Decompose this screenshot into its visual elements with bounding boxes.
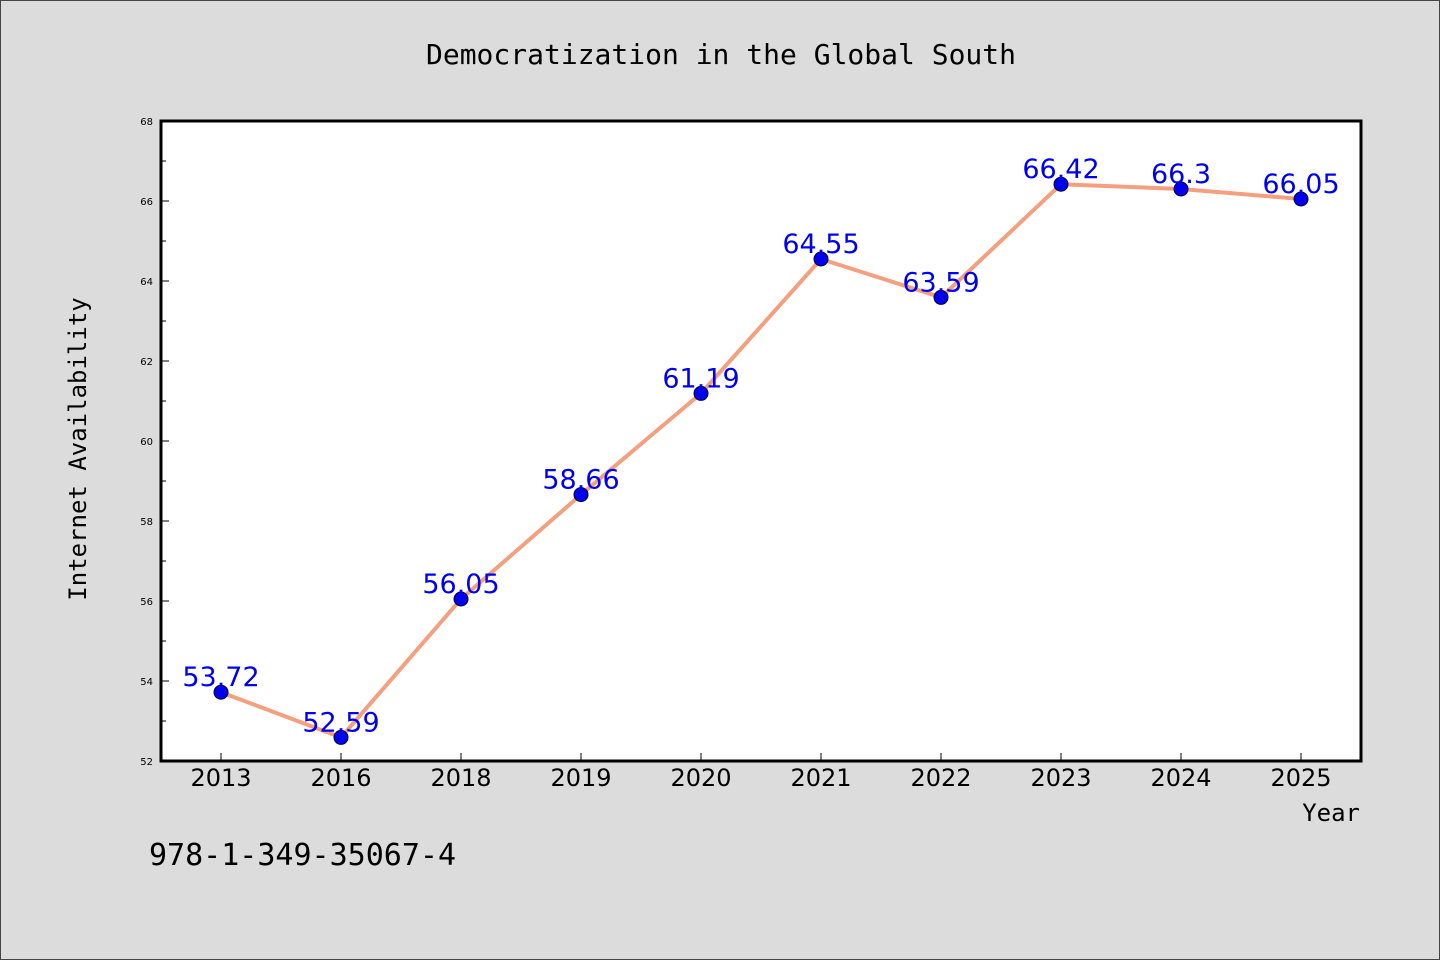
y-tick-label: 58 xyxy=(140,517,153,528)
data-label: 66.05 xyxy=(1262,169,1339,200)
data-label: 66.42 xyxy=(1022,154,1099,185)
data-label: 56.05 xyxy=(422,569,499,600)
x-tick-label: 2024 xyxy=(1150,764,1211,792)
data-point xyxy=(213,684,229,700)
x-tick-label: 2013 xyxy=(190,764,251,792)
y-tick-label: 62 xyxy=(140,357,153,368)
y-tick-label: 68 xyxy=(140,117,153,128)
y-tick-label: 52 xyxy=(140,757,153,768)
footer-isbn: 978-1-349-35067-4 xyxy=(149,838,456,873)
data-label: 63.59 xyxy=(902,267,979,298)
y-axis: 52 54 56 58 60 62 64 66 68 xyxy=(140,117,169,768)
x-tick-label: 2022 xyxy=(910,764,971,792)
x-tick-label: 2021 xyxy=(790,764,851,792)
data-point xyxy=(1293,191,1309,207)
data-label: 64.55 xyxy=(782,229,859,260)
data-labels: 53.72 52.59 56.05 58.66 61.19 64.55 63.59 66.42… xyxy=(182,154,1339,738)
data-point xyxy=(1173,181,1189,197)
data-label: 58.66 xyxy=(542,465,619,496)
data-label: 61.19 xyxy=(662,363,739,394)
y-tick-label: 60 xyxy=(140,437,153,448)
plot-area xyxy=(159,119,1363,763)
y-tick-label: 64 xyxy=(140,277,153,288)
data-label: 53.72 xyxy=(182,662,259,693)
data-point xyxy=(333,729,349,745)
x-tick-label: 2025 xyxy=(1270,764,1331,792)
data-point xyxy=(813,251,829,267)
x-tick-label: 2023 xyxy=(1030,764,1091,792)
y-tick-label: 66 xyxy=(140,197,153,208)
x-axis: 2013 2016 2018 2019 2020 2021 2022 2023 2024 2025 xyxy=(190,753,1332,792)
data-label: 66.3 xyxy=(1151,159,1211,190)
x-tick-label: 2016 xyxy=(310,764,371,792)
y-tick-label: 56 xyxy=(140,597,153,608)
data-label: 52.59 xyxy=(302,707,379,738)
x-tick-label: 2020 xyxy=(670,764,731,792)
x-tick-label: 2019 xyxy=(550,764,611,792)
x-axis-label: Year xyxy=(1302,799,1360,827)
data-point xyxy=(453,591,469,607)
series-line-group xyxy=(220,182,1302,740)
series-line xyxy=(220,182,1302,740)
y-axis-label: Internet Availability xyxy=(64,297,92,600)
data-points xyxy=(213,176,1309,745)
data-point xyxy=(693,385,709,401)
chart-title: Democratization in the Global South xyxy=(426,38,1016,71)
data-point xyxy=(933,289,949,305)
x-tick-label: 2018 xyxy=(430,764,491,792)
y-tick-label: 54 xyxy=(140,677,153,688)
data-point xyxy=(573,487,589,503)
data-point xyxy=(1053,176,1069,192)
